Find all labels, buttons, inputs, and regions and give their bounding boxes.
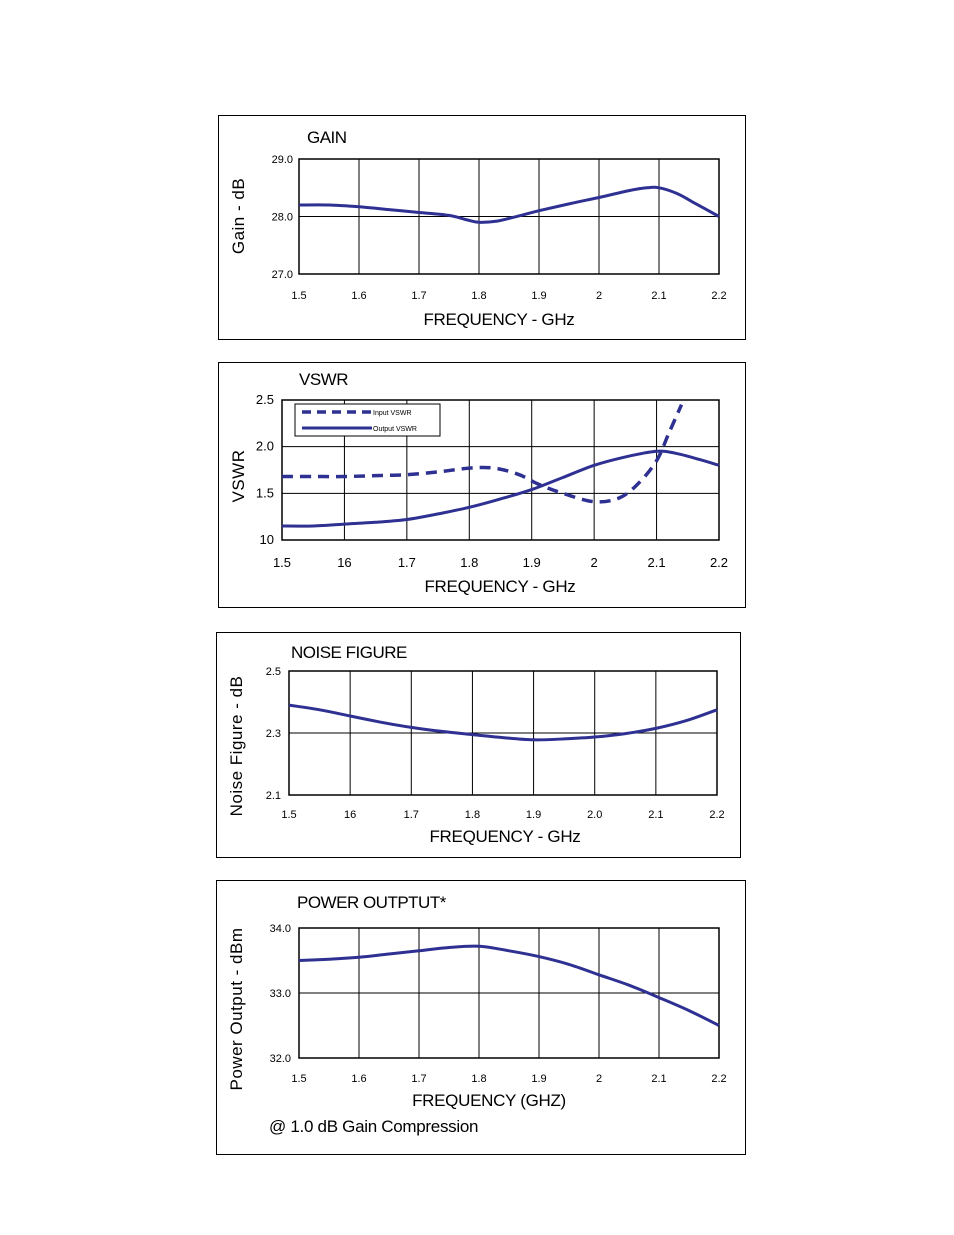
x-axis-label: FREQUENCY - GHz bbox=[424, 577, 575, 596]
y-tick-label: 33.0 bbox=[270, 988, 291, 1000]
x-tick-label: 1.5 bbox=[291, 290, 306, 302]
noise-figure-chart: NOISE FIGURE FREQUENCY - GHz Noise Figur… bbox=[227, 643, 725, 846]
chart-title: GAIN bbox=[307, 128, 347, 147]
y-axis-label: VSWR bbox=[229, 450, 248, 503]
x-tick-label: 2 bbox=[596, 290, 602, 302]
x-tick-label: 1.5 bbox=[281, 809, 296, 821]
plot-area: 1.5 1.6 1.7 1.8 1.9 2 2.1 2.2 27.0 28.0 29.0 bbox=[272, 154, 727, 302]
legend-label: Output VSWR bbox=[373, 426, 417, 433]
series-line bbox=[288, 703, 718, 742]
plot-area: 1.5 16 1.7 1.8 1.9 2.0 2.1 2.2 2.1 2.3 2.5 bbox=[266, 666, 725, 821]
x-tick-label: 1.9 bbox=[523, 555, 541, 570]
x-tick-label: 2.0 bbox=[587, 809, 602, 821]
x-tick-label: 1.5 bbox=[273, 555, 291, 570]
x-tick-label: 1.8 bbox=[471, 290, 486, 302]
y-axis-label: Noise Figure - dB bbox=[227, 676, 246, 817]
y-tick-label: 1.5 bbox=[256, 485, 274, 500]
y-tick-label: 32.0 bbox=[270, 1053, 291, 1065]
chart-title: NOISE FIGURE bbox=[291, 643, 407, 662]
y-tick-label: 2.3 bbox=[266, 728, 281, 740]
series-line bbox=[298, 185, 720, 224]
y-tick-label: 29.0 bbox=[272, 154, 293, 166]
x-tick-label: 1.8 bbox=[460, 555, 478, 570]
x-axis-label: FREQUENCY (GHZ) bbox=[412, 1091, 566, 1110]
x-tick-label: 1.9 bbox=[526, 809, 541, 821]
x-tick-label: 2.1 bbox=[651, 290, 666, 302]
y-tick-label: 2.0 bbox=[256, 439, 274, 454]
vswr-chart: VSWR FREQUENCY - GHz VSWR 1.5 16 1.7 1.8 1.9… bbox=[229, 370, 728, 596]
x-tick-label: 1.8 bbox=[465, 809, 480, 821]
chart-title: VSWR bbox=[299, 370, 348, 389]
chart-note: @ 1.0 dB Gain Compression bbox=[269, 1117, 478, 1136]
x-tick-label: 1.6 bbox=[351, 1073, 366, 1085]
x-tick-label: 2.2 bbox=[710, 555, 728, 570]
chart-title: POWER OUTPTUT* bbox=[297, 893, 447, 912]
plot-area: 1.5 1.6 1.7 1.8 1.9 2 2.1 2.2 32.0 33.0 34.0 bbox=[270, 923, 727, 1085]
gain-chart: GAIN FREQUENCY - GHz Gain - dB 1.5 1.6 1.7… bbox=[229, 128, 727, 329]
x-tick-label: 2 bbox=[596, 1073, 602, 1085]
power-output-chart: POWER OUTPTUT* FREQUENCY (GHZ) Power Out… bbox=[227, 893, 727, 1136]
y-tick-label: 2.1 bbox=[266, 790, 281, 802]
legend-box bbox=[294, 403, 441, 437]
power-output-chart-panel: POWER OUTPTUT* FREQUENCY (GHZ) Power Out… bbox=[216, 880, 746, 1155]
x-tick-label: 2.1 bbox=[648, 555, 666, 570]
x-tick-label: 1.9 bbox=[531, 290, 546, 302]
y-tick-label: 2.5 bbox=[256, 392, 274, 407]
legend: Input VSWR Output VSWR bbox=[294, 403, 441, 437]
x-tick-label: 16 bbox=[344, 809, 356, 821]
x-tick-label: 2.2 bbox=[711, 1073, 726, 1085]
y-axis-label: Gain - dB bbox=[229, 178, 248, 254]
x-tick-label: 1.6 bbox=[351, 290, 366, 302]
x-tick-label: 1.7 bbox=[398, 555, 416, 570]
x-tick-label: 2.2 bbox=[711, 290, 726, 302]
y-axis-label: Power Output - dBm bbox=[227, 927, 246, 1090]
vswr-chart-panel: VSWR FREQUENCY - GHz VSWR 1.5 16 1.7 1.8 1.9… bbox=[218, 362, 746, 608]
noise-figure-chart-panel: NOISE FIGURE FREQUENCY - GHz Noise Figur… bbox=[216, 632, 741, 858]
x-tick-label: 1.8 bbox=[471, 1073, 486, 1085]
gain-chart-panel: GAIN FREQUENCY - GHz Gain - dB 1.5 1.6 1.7… bbox=[218, 115, 746, 340]
y-tick-label: 34.0 bbox=[270, 923, 291, 935]
x-tick-label: 2.2 bbox=[709, 809, 724, 821]
y-tick-label: 28.0 bbox=[272, 212, 293, 224]
x-tick-label: 1.5 bbox=[291, 1073, 306, 1085]
x-axis-label: FREQUENCY - GHz bbox=[423, 310, 574, 329]
series-line bbox=[298, 944, 720, 1027]
y-tick-label: 27.0 bbox=[272, 269, 293, 281]
x-tick-label: 1.7 bbox=[411, 1073, 426, 1085]
x-tick-label: 1.9 bbox=[531, 1073, 546, 1085]
legend-label: Input VSWR bbox=[373, 410, 412, 417]
series-line bbox=[281, 449, 720, 528]
x-tick-label: 1.7 bbox=[404, 809, 419, 821]
x-tick-label: 2.1 bbox=[651, 1073, 666, 1085]
dashed-series-line bbox=[281, 404, 684, 504]
y-tick-label: 2.5 bbox=[266, 666, 281, 678]
y-tick-label: 10 bbox=[260, 532, 274, 547]
x-axis-label: FREQUENCY - GHz bbox=[429, 827, 580, 846]
x-tick-label: 16 bbox=[337, 555, 351, 570]
x-tick-label: 1.7 bbox=[411, 290, 426, 302]
x-tick-label: 2 bbox=[591, 555, 598, 570]
x-tick-label: 2.1 bbox=[648, 809, 663, 821]
